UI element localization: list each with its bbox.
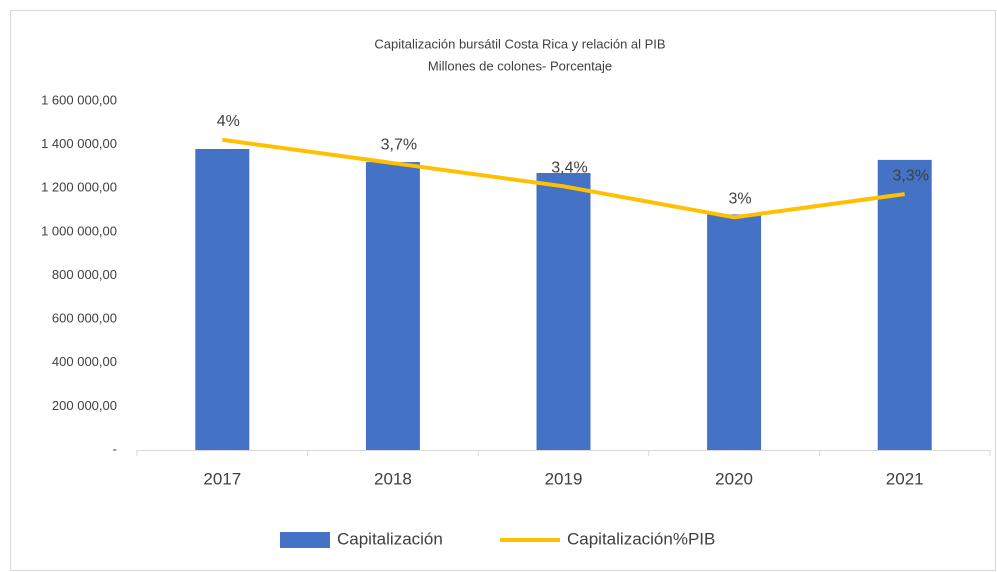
bar bbox=[877, 159, 932, 451]
bar bbox=[365, 162, 420, 450]
data-label: 3% bbox=[729, 191, 752, 208]
chart-title: Capitalización bursátil Costa Rica y rel… bbox=[374, 36, 665, 51]
data-label: 4% bbox=[217, 113, 240, 130]
x-tick-label: 2020 bbox=[715, 469, 753, 488]
y-tick-label: - bbox=[113, 441, 117, 456]
y-tick-label: 1 600 000,00 bbox=[41, 92, 117, 107]
x-tick-label: 2021 bbox=[886, 469, 924, 488]
data-label: 3,7% bbox=[381, 136, 417, 153]
x-tick-label: 2017 bbox=[203, 469, 241, 488]
y-tick-label: 1 200 000,00 bbox=[41, 180, 117, 195]
data-label: 3,3% bbox=[892, 167, 928, 184]
x-tick-label: 2018 bbox=[374, 469, 412, 488]
data-label: 3,4% bbox=[551, 160, 587, 177]
y-tick-label: 1 000 000,00 bbox=[41, 223, 117, 238]
y-tick-label: 200 000,00 bbox=[52, 398, 117, 413]
x-tick-label: 2019 bbox=[545, 469, 583, 488]
y-tick-label: 400 000,00 bbox=[52, 354, 117, 369]
legend-label: Capitalización bbox=[337, 529, 443, 548]
y-tick-label: 800 000,00 bbox=[52, 267, 117, 282]
bar bbox=[536, 172, 591, 450]
legend-label: Capitalización%PIB bbox=[567, 529, 715, 548]
bar bbox=[707, 214, 762, 450]
chart-border bbox=[10, 10, 996, 571]
line bbox=[222, 137, 905, 220]
legend-swatch bbox=[280, 532, 330, 548]
bar bbox=[195, 148, 250, 451]
y-tick-label: 600 000,00 bbox=[52, 311, 117, 326]
chart-subtitle: Millones de colones- Porcentaje bbox=[428, 58, 612, 73]
y-tick-label: 1 400 000,00 bbox=[41, 136, 117, 151]
